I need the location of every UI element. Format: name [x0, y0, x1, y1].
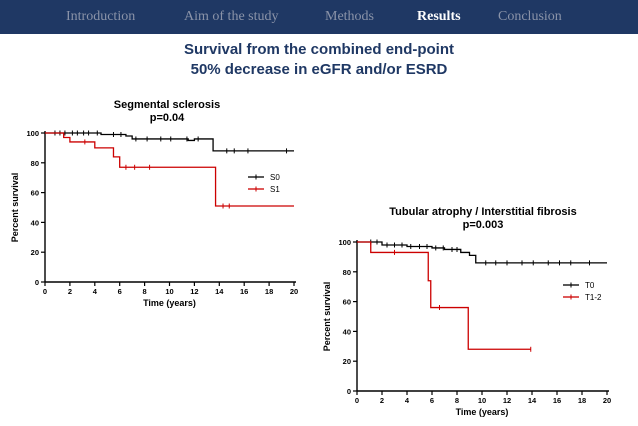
chart1-x-tick-label: 0	[43, 287, 47, 296]
chart1-x-tick-label: 18	[265, 287, 273, 296]
chart2-series-t1-2-line	[357, 241, 531, 350]
chart1-series-s0-line	[45, 132, 294, 152]
nav-tab-results[interactable]: Results	[417, 9, 461, 24]
chart2-y-tick-label: 60	[343, 298, 351, 307]
chart1-y-axis-label: Percent survival	[10, 173, 20, 243]
chart1-x-tick-label: 14	[215, 287, 224, 296]
chart1-subtitle: p=0.04	[150, 112, 185, 124]
chart2-x-tick-label: 20	[603, 396, 611, 405]
nav-tab-methods[interactable]: Methods	[325, 9, 374, 24]
chart1-x-tick-label: 2	[68, 287, 72, 296]
chart2-y-axis-label: Percent survival	[322, 282, 332, 352]
chart2-x-tick-label: 18	[578, 396, 586, 405]
top-navigation-bar: Introduction Aim of the study Methods Re…	[0, 0, 638, 34]
slide-title: Survival from the combined end-point 50%…	[0, 40, 638, 80]
chart2-series-t0-legend-label: T0	[585, 281, 595, 290]
chart1-x-tick-label: 20	[290, 287, 298, 296]
chart1-series-s1-line	[45, 132, 294, 207]
chart1-x-tick-label: 10	[165, 287, 173, 296]
chart1-x-tick-label: 6	[118, 287, 122, 296]
chart1-y-tick-label: 40	[31, 218, 39, 227]
chart1-series-s0-legend-label: S0	[270, 173, 280, 182]
chart2-x-tick-label: 12	[503, 396, 511, 405]
chart2-x-tick-label: 0	[355, 396, 359, 405]
chart2-x-tick-label: 16	[553, 396, 561, 405]
chart2-y-tick-label: 40	[343, 327, 351, 336]
chart1-y-tick-label: 80	[31, 159, 39, 168]
chart1-x-tick-label: 12	[190, 287, 198, 296]
chart2-y-tick-label: 80	[343, 268, 351, 277]
chart1-x-axis-label: Time (years)	[143, 298, 196, 308]
chart1-x-tick-label: 8	[143, 287, 147, 296]
chart1-y-tick-label: 0	[35, 278, 39, 287]
chart2-x-tick-label: 6	[430, 396, 434, 405]
chart1-y-tick-label: 100	[26, 129, 39, 138]
chart2-y-tick-label: 0	[347, 387, 351, 396]
slide-title-line-2: 50% decrease in eGFR and/or ESRD	[190, 61, 448, 78]
chart2-series-t1-2-legend-label: T1-2	[585, 293, 602, 302]
nav-tab-aim-of-the-study[interactable]: Aim of the study	[184, 9, 279, 24]
chart1-title: Segmental sclerosis	[114, 99, 220, 111]
chart2-y-tick-label: 20	[343, 357, 351, 366]
chart2-x-tick-label: 10	[478, 396, 486, 405]
chart2-x-tick-label: 2	[380, 396, 384, 405]
chart1-y-tick-label: 60	[31, 189, 39, 198]
nav-tab-conclusion[interactable]: Conclusion	[498, 9, 562, 24]
chart2-x-tick-label: 14	[528, 396, 537, 405]
chart1-x-tick-label: 16	[240, 287, 248, 296]
chart2-y-tick-label: 100	[338, 238, 351, 247]
chart2-x-tick-label: 8	[455, 396, 459, 405]
chart2-x-axis-label: Time (years)	[456, 407, 509, 417]
chart2-x-tick-label: 4	[405, 396, 410, 405]
slide-title-line-1: Survival from the combined end-point	[183, 41, 455, 58]
chart1-y-tick-label: 20	[31, 248, 39, 257]
nav-tab-introduction[interactable]: Introduction	[66, 9, 136, 24]
chart1-series-s1-legend-label: S1	[270, 185, 280, 194]
chart2-title: Tubular atrophy / Interstitial fibrosis	[389, 206, 576, 218]
chart2-subtitle: p=0.003	[463, 219, 504, 231]
chart1-x-tick-label: 4	[93, 287, 98, 296]
